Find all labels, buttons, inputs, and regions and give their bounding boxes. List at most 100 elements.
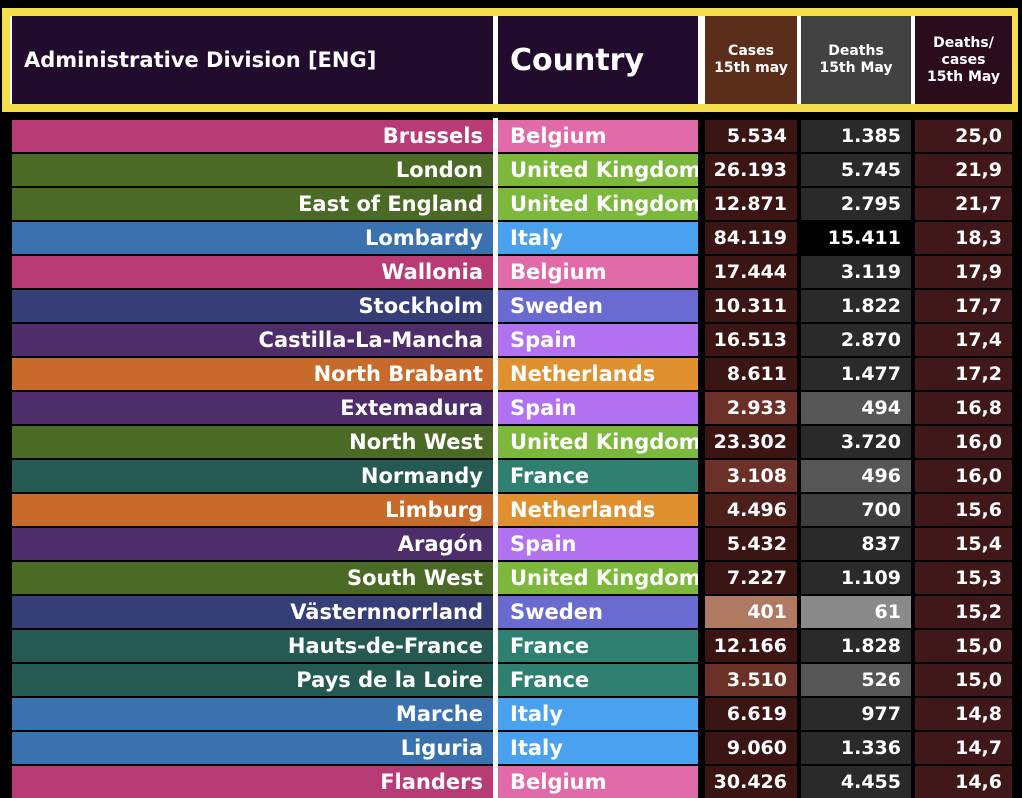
deaths-cell: 837: [801, 528, 911, 560]
ratio-cell: 15,3: [915, 562, 1012, 594]
deaths-cell: 5.745: [801, 154, 911, 186]
ratio-cell: 15,4: [915, 528, 1012, 560]
separator: [493, 152, 498, 186]
deaths-cell: 1.109: [801, 562, 911, 594]
country-cell: Belgium: [498, 766, 698, 798]
division-cell: Wallonia: [12, 256, 493, 288]
header-text: Administrative Division [ENG]: [24, 48, 377, 72]
country-cell: Italy: [498, 732, 698, 764]
ratio-cell: 25,0: [915, 120, 1012, 152]
header-text: Country: [510, 42, 645, 78]
separator: [493, 220, 498, 254]
deaths-cell: 1.336: [801, 732, 911, 764]
deaths-cell: 1.385: [801, 120, 911, 152]
ratio-cell: 16,0: [915, 460, 1012, 492]
division-cell: Västernnorrland: [12, 596, 493, 628]
cases-cell: 17.444: [705, 256, 797, 288]
deaths-cell: 61: [801, 596, 911, 628]
deaths-cell: 4.455: [801, 766, 911, 798]
ratio-cell: 17,7: [915, 290, 1012, 322]
header-text: Deaths/: [933, 34, 994, 51]
cases-cell: 26.193: [705, 154, 797, 186]
header-cell: Deaths 15th May: [801, 16, 911, 104]
country-cell: Spain: [498, 324, 698, 356]
cases-cell: 16.513: [705, 324, 797, 356]
cases-cell: 4.496: [705, 494, 797, 526]
division-cell: North Brabant: [12, 358, 493, 390]
separator: [493, 356, 498, 390]
separator: [493, 322, 498, 356]
country-cell: Sweden: [498, 290, 698, 322]
cases-cell: 3.510: [705, 664, 797, 696]
ratio-cell: 17,4: [915, 324, 1012, 356]
cases-cell: 12.166: [705, 630, 797, 662]
cases-cell: 6.619: [705, 698, 797, 730]
ratio-cell: 18,3: [915, 222, 1012, 254]
separator: [493, 186, 498, 220]
country-cell: Spain: [498, 528, 698, 560]
deaths-cell: 2.795: [801, 188, 911, 220]
cases-cell: 30.426: [705, 766, 797, 798]
division-cell: Limburg: [12, 494, 493, 526]
division-cell: Pays de la Loire: [12, 664, 493, 696]
country-cell: France: [498, 664, 698, 696]
deaths-cell: 1.477: [801, 358, 911, 390]
separator: [493, 730, 498, 764]
ratio-cell: 15,0: [915, 630, 1012, 662]
header-text: 15th May: [819, 60, 893, 76]
header-text: Cases: [728, 43, 774, 59]
deaths-cell: 526: [801, 664, 911, 696]
deaths-cell: 15.411: [801, 222, 911, 254]
deaths-cell: 977: [801, 698, 911, 730]
country-cell: Netherlands: [498, 494, 698, 526]
cases-cell: 8.611: [705, 358, 797, 390]
cases-cell: 10.311: [705, 290, 797, 322]
cases-cell: 5.534: [705, 120, 797, 152]
cases-cell: 401: [705, 596, 797, 628]
division-cell: London: [12, 154, 493, 186]
country-cell: Belgium: [498, 256, 698, 288]
division-cell: Flanders: [12, 766, 493, 798]
separator: [493, 424, 498, 458]
country-cell: Netherlands: [498, 358, 698, 390]
cases-cell: 23.302: [705, 426, 797, 458]
separator: [493, 696, 498, 730]
ratio-cell: 21,7: [915, 188, 1012, 220]
cases-cell: 3.108: [705, 460, 797, 492]
division-cell: Aragón: [12, 528, 493, 560]
separator: [493, 594, 498, 628]
country-cell: Italy: [498, 222, 698, 254]
ratio-cell: 14,6: [915, 766, 1012, 798]
ratio-cell: 16,8: [915, 392, 1012, 424]
ratio-cell: 16,0: [915, 426, 1012, 458]
deaths-cell: 1.828: [801, 630, 911, 662]
separator: [493, 560, 498, 594]
ratio-cell: 17,9: [915, 256, 1012, 288]
separator: [493, 492, 498, 526]
header-text: Deaths: [828, 43, 884, 59]
ratio-cell: 14,7: [915, 732, 1012, 764]
country-cell: United Kingdom: [498, 426, 698, 458]
deaths-cell: 496: [801, 460, 911, 492]
ratio-cell: 15,6: [915, 494, 1012, 526]
division-cell: Normandy: [12, 460, 493, 492]
cases-cell: 9.060: [705, 732, 797, 764]
header-text: 15th May: [926, 68, 1001, 85]
deaths-cell: 2.870: [801, 324, 911, 356]
deaths-cell: 700: [801, 494, 911, 526]
country-cell: Belgium: [498, 120, 698, 152]
header-text: 15th may: [714, 60, 788, 76]
separator: [493, 118, 498, 152]
header-cell: Administrative Division [ENG]: [12, 16, 493, 104]
division-cell: Castilla-La-Mancha: [12, 324, 493, 356]
ratio-cell: 15,0: [915, 664, 1012, 696]
cases-cell: 12.871: [705, 188, 797, 220]
deaths-cell: 1.822: [801, 290, 911, 322]
ratio-cell: 15,2: [915, 596, 1012, 628]
separator: [493, 764, 498, 798]
division-cell: North West: [12, 426, 493, 458]
division-cell: Stockholm: [12, 290, 493, 322]
country-cell: Sweden: [498, 596, 698, 628]
division-cell: Extemadura: [12, 392, 493, 424]
